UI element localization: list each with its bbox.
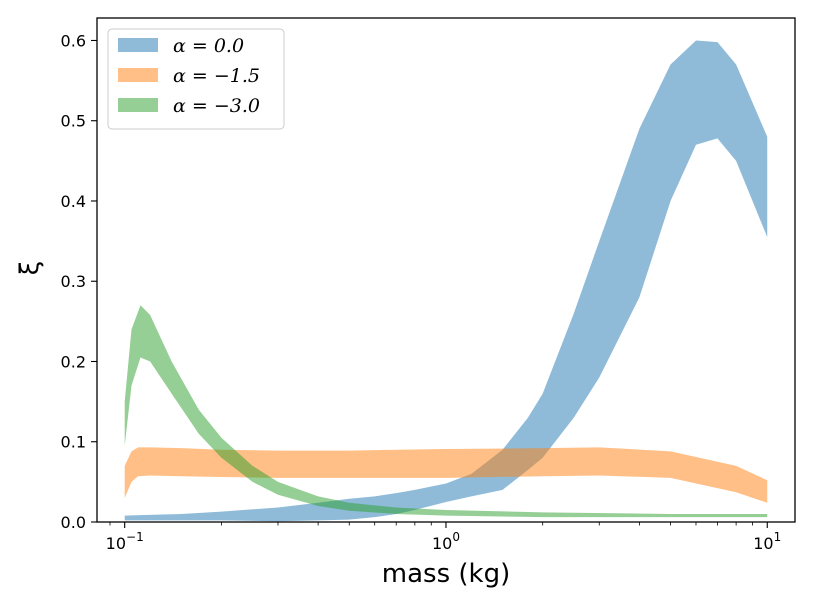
legend-label-0: α = 0.0	[173, 35, 244, 57]
y-tick-label: 0.4	[61, 192, 86, 211]
plot-frame	[96, 17, 796, 523]
legend-swatch-0	[118, 38, 158, 52]
y-axis-ticks: 0.0 0.1 0.2 0.3 0.4 0.5 0.6	[61, 31, 97, 532]
y-tick-label: 0.1	[61, 433, 86, 452]
series-layer	[124, 40, 768, 522]
y-tick-label: 0.2	[61, 352, 86, 371]
y-tick-label: 0.5	[61, 112, 86, 131]
x-axis-title: mass (kg)	[382, 559, 510, 589]
y-axis-title: ξ	[15, 261, 45, 276]
legend-swatch-2	[118, 98, 158, 112]
y-tick-label: 0.0	[61, 513, 86, 532]
x-tick-label: 10−1	[106, 530, 144, 553]
x-tick-label: 100	[432, 530, 460, 553]
series-band-1	[124, 447, 768, 503]
x-axis-ticks: 10−1 100 101	[106, 522, 781, 553]
legend-label-1: α = −1.5	[173, 65, 260, 87]
x-tick-label: 101	[753, 530, 781, 553]
legend: α = 0.0 α = −1.5 α = −3.0	[107, 28, 285, 130]
y-tick-label: 0.3	[61, 272, 86, 291]
legend-swatch-1	[118, 68, 158, 82]
y-tick-label: 0.6	[61, 31, 86, 50]
legend-label-2: α = −3.0	[173, 95, 260, 117]
series-band-0	[124, 40, 768, 522]
